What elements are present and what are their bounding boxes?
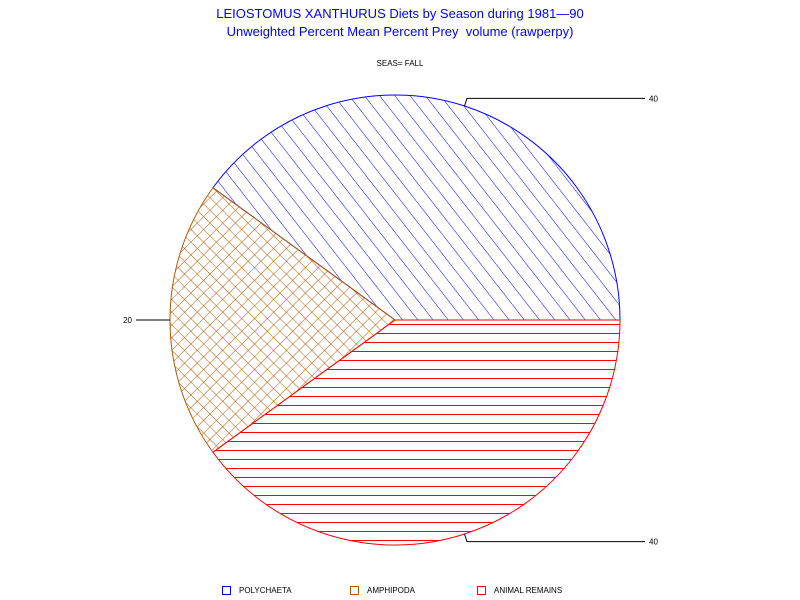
legend-label: ANIMAL REMAINS xyxy=(494,585,563,595)
slice-value-label: 20 xyxy=(123,316,132,325)
callout-line xyxy=(464,533,646,543)
callout-line xyxy=(464,97,646,107)
chart-subtitle: Unweighted Percent Mean Percent Prey vol… xyxy=(226,24,574,39)
chart-title: LEIOSTOMUS XANTHURUS Diets by Season dur… xyxy=(216,6,584,21)
legend-swatch xyxy=(350,585,359,595)
legend-swatch xyxy=(222,585,231,595)
pie-slice-amphipoda xyxy=(169,187,396,453)
slice-value-label: 40 xyxy=(649,538,658,547)
legend-item-animal-remains: ANIMAL REMAINS xyxy=(477,583,562,597)
panel-label: SEAS= FALL xyxy=(376,59,424,68)
legend-label: AMPHIPODA xyxy=(367,585,416,595)
legend-item-polychaeta: POLYCHAETA xyxy=(222,583,292,597)
legend-label: POLYCHAETA xyxy=(239,585,292,595)
legend-item-amphipoda: AMPHIPODA xyxy=(350,583,415,597)
legend-swatch xyxy=(477,585,486,595)
slice-value-label: 40 xyxy=(649,94,658,103)
